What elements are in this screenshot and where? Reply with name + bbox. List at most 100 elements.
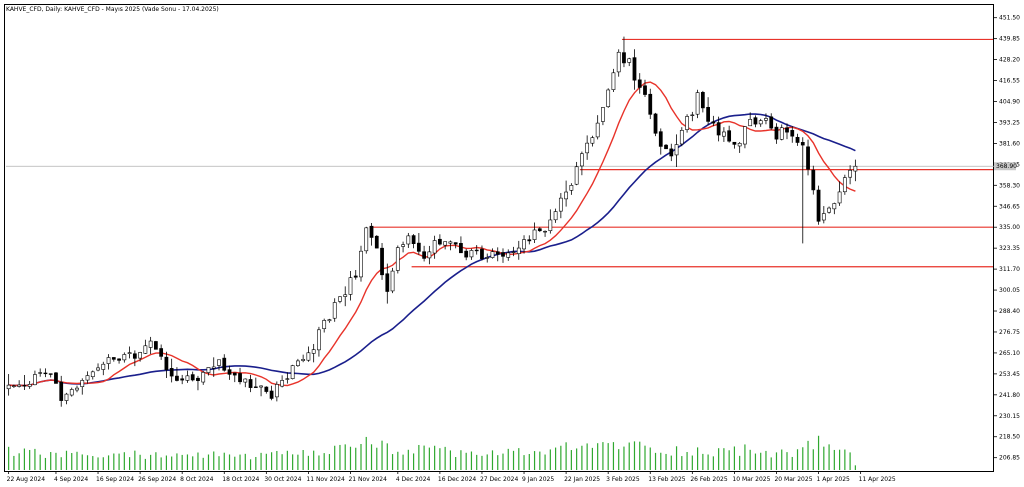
candle-body bbox=[832, 203, 837, 210]
y-tick-label: 206.85 bbox=[999, 455, 1020, 462]
candle-body bbox=[727, 130, 732, 142]
candle bbox=[75, 385, 79, 393]
y-tick-label: 346.65 bbox=[999, 203, 1020, 210]
candle-body bbox=[106, 357, 111, 364]
candle-body bbox=[616, 51, 621, 73]
x-tick-label: 11 Nov 2024 bbox=[306, 476, 345, 483]
candle-body bbox=[821, 213, 826, 221]
candle-body bbox=[317, 329, 321, 351]
y-tick-label: 218.50 bbox=[999, 434, 1020, 441]
x-tick-label: 30 Oct 2024 bbox=[264, 476, 301, 483]
candle-body bbox=[811, 169, 816, 191]
candle bbox=[743, 126, 747, 149]
candle bbox=[790, 126, 795, 143]
candle bbox=[96, 363, 100, 372]
candle bbox=[327, 318, 332, 323]
candle bbox=[59, 375, 64, 407]
candle bbox=[301, 354, 306, 363]
x-tick-label: 18 Oct 2024 bbox=[222, 476, 259, 483]
candle bbox=[690, 111, 695, 122]
candle bbox=[296, 358, 300, 367]
support-resistance-lines bbox=[6, 38, 994, 268]
x-tick-label: 22 Aug 2024 bbox=[7, 476, 46, 483]
candle-body bbox=[27, 384, 32, 387]
candle bbox=[643, 79, 647, 97]
candle-body bbox=[501, 252, 505, 257]
y-tick-label: 358.30 bbox=[999, 182, 1020, 189]
candle bbox=[127, 346, 132, 359]
candle bbox=[622, 36, 626, 68]
candle-body bbox=[353, 275, 358, 278]
candle bbox=[632, 49, 637, 90]
candle bbox=[290, 364, 295, 380]
candle-body bbox=[190, 374, 195, 381]
candle-body bbox=[790, 130, 795, 137]
candle-body bbox=[553, 211, 558, 221]
candle bbox=[322, 318, 327, 333]
candle bbox=[748, 112, 753, 127]
candle bbox=[185, 370, 190, 383]
candle-body bbox=[390, 270, 395, 292]
candle-body bbox=[416, 242, 421, 252]
candle bbox=[117, 358, 121, 364]
candle bbox=[753, 115, 758, 128]
candle bbox=[132, 350, 137, 367]
candle-body bbox=[648, 93, 653, 115]
x-tick-label: 16 Sep 2024 bbox=[96, 476, 134, 483]
candle-body bbox=[548, 219, 553, 232]
candle bbox=[27, 381, 32, 389]
candle-body bbox=[301, 359, 306, 361]
candle-body bbox=[222, 357, 227, 371]
candle-body bbox=[422, 251, 426, 259]
candle bbox=[501, 248, 505, 263]
candle-body bbox=[122, 354, 127, 361]
x-tick-label: 20 Mar 2025 bbox=[774, 476, 812, 483]
y-tick-label: 276.75 bbox=[999, 329, 1020, 336]
x-tick-label: 8 Oct 2024 bbox=[180, 476, 213, 483]
y-tick-label: 335.00 bbox=[999, 224, 1020, 231]
candle bbox=[821, 206, 826, 224]
candle-body bbox=[769, 116, 774, 129]
candle bbox=[390, 267, 395, 294]
candle bbox=[737, 141, 742, 153]
candle bbox=[374, 235, 379, 249]
candle bbox=[674, 134, 679, 167]
candle bbox=[395, 245, 400, 274]
candle bbox=[406, 232, 411, 248]
candle bbox=[601, 107, 605, 126]
candle bbox=[732, 141, 737, 149]
candle-body bbox=[627, 58, 632, 63]
candle-body bbox=[774, 126, 779, 140]
candle bbox=[722, 127, 726, 142]
candle bbox=[648, 88, 653, 120]
candle-body bbox=[359, 250, 363, 278]
candle-body bbox=[764, 118, 768, 121]
candle bbox=[243, 378, 248, 388]
candle bbox=[658, 128, 663, 155]
candle bbox=[764, 113, 768, 125]
candle-body bbox=[785, 127, 789, 133]
candle-body bbox=[432, 240, 437, 254]
candle bbox=[548, 209, 553, 234]
candle bbox=[353, 270, 358, 280]
candle bbox=[842, 174, 847, 195]
candle bbox=[54, 372, 58, 384]
candle bbox=[706, 97, 710, 125]
y-tick-label: 300.05 bbox=[999, 287, 1020, 294]
candle-body bbox=[374, 235, 379, 249]
candle-body bbox=[469, 250, 474, 258]
candle-body bbox=[690, 114, 695, 116]
candle bbox=[516, 240, 521, 260]
x-tick-label: 22 Jan 2025 bbox=[564, 476, 600, 483]
candle-body bbox=[290, 365, 295, 379]
candle-body bbox=[453, 242, 458, 245]
candle-body bbox=[90, 371, 95, 378]
candle-body bbox=[806, 146, 810, 170]
candle-body bbox=[138, 352, 142, 359]
x-tick-label: 27 Dec 2024 bbox=[480, 476, 519, 483]
candle bbox=[411, 234, 416, 249]
plot-frame bbox=[4, 4, 994, 472]
candle-body bbox=[154, 341, 158, 350]
